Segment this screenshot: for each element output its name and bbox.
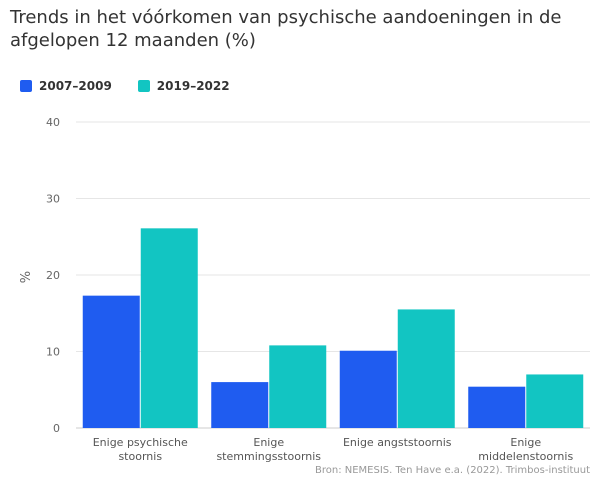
legend-swatch — [20, 80, 32, 92]
source-note: Bron: NEMESIS. Ten Have e.a. (2022). Tri… — [315, 465, 590, 476]
y-tick-label: 30 — [46, 193, 60, 206]
bar — [211, 382, 269, 428]
x-tick-label: Enige — [510, 436, 541, 449]
y-tick-label: 40 — [46, 116, 60, 129]
bar — [339, 350, 397, 428]
bar — [397, 309, 455, 428]
x-tick-label: Enige — [253, 436, 284, 449]
legend-item-series-1[interactable]: 2007–2009 — [20, 79, 112, 93]
y-axis-label: % — [19, 271, 34, 283]
legend-label: 2007–2009 — [39, 79, 112, 93]
bar — [82, 295, 140, 428]
bar — [526, 374, 584, 428]
y-tick-label: 10 — [46, 346, 60, 359]
bar — [269, 345, 327, 428]
bar — [140, 228, 198, 428]
y-tick-label: 0 — [53, 422, 60, 435]
bar — [468, 386, 526, 428]
x-tick-label: stemmingsstoornis — [216, 450, 321, 463]
x-tick-label: Enige angststoornis — [343, 436, 452, 449]
legend-swatch — [137, 80, 150, 92]
y-tick-label: 20 — [46, 269, 60, 282]
chart-title: Trends in het vóórkomen van psychische a… — [10, 7, 562, 51]
x-tick-label: Enige psychische — [93, 436, 188, 449]
x-tick-label: middelenstoornis — [478, 450, 573, 463]
chart-legend: 2007–2009 2019–2022 — [20, 79, 230, 93]
x-tick-label: stoornis — [118, 450, 162, 463]
legend-item-series-2[interactable]: 2019–2022 — [137, 79, 230, 93]
legend-label: 2019–2022 — [156, 79, 230, 93]
